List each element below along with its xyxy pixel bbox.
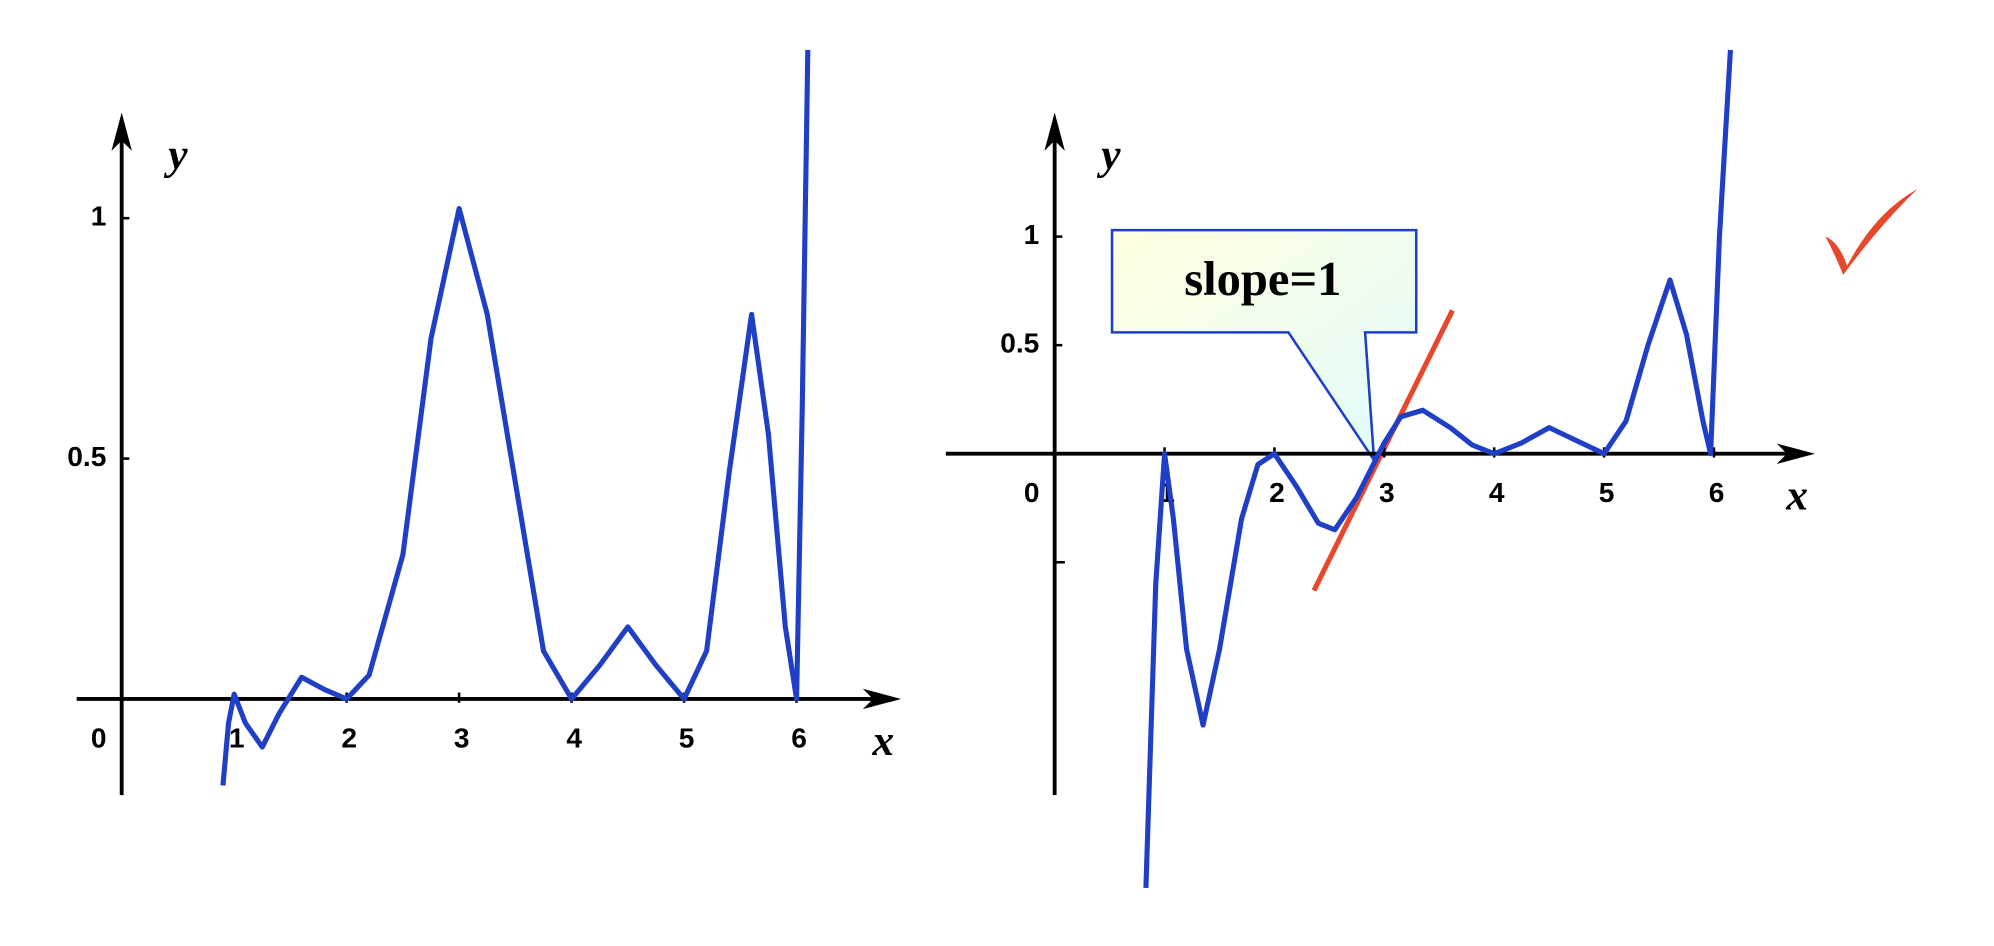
y-tick-label: 0.5 bbox=[67, 441, 106, 472]
curve bbox=[220, 49, 811, 786]
x-axis-arrow bbox=[862, 688, 902, 710]
callout-box bbox=[1110, 228, 1418, 465]
y-tick-label: 0.5 bbox=[1000, 328, 1039, 359]
x-tick-label: 3 bbox=[1379, 477, 1395, 508]
x-tick-label: 5 bbox=[1599, 477, 1615, 508]
annotation: slope=1 bbox=[1184, 252, 1341, 306]
y-axis-arrow bbox=[1044, 112, 1065, 151]
x-tick-label: 6 bbox=[791, 722, 807, 753]
x-tick-label: 0 bbox=[91, 722, 107, 753]
x-tick-label: 0 bbox=[1024, 477, 1040, 508]
x-axis-label: x bbox=[1785, 472, 1808, 520]
x-tick-label: 1 bbox=[229, 722, 245, 753]
check-mark bbox=[1825, 189, 1918, 275]
y-axis-arrow bbox=[111, 112, 132, 151]
y-tick-label: 1 bbox=[1024, 219, 1040, 250]
x-tick-label: 2 bbox=[1269, 477, 1285, 508]
x-tick-label: 5 bbox=[679, 722, 695, 753]
x-tick-label: 4 bbox=[1489, 477, 1505, 508]
x-tick-label: 4 bbox=[566, 722, 582, 753]
x-axis-arrow bbox=[1776, 443, 1816, 464]
y-axis-label: y bbox=[163, 131, 188, 179]
y-axis-label: y bbox=[1096, 131, 1121, 179]
x-tick-label: 6 bbox=[1709, 477, 1725, 508]
x-axis-label: x bbox=[871, 717, 894, 765]
x-tick-label: 3 bbox=[454, 722, 470, 753]
y-tick-label: 1 bbox=[91, 201, 107, 232]
curve bbox=[1143, 49, 1733, 888]
x-tick-label: 2 bbox=[341, 722, 357, 753]
